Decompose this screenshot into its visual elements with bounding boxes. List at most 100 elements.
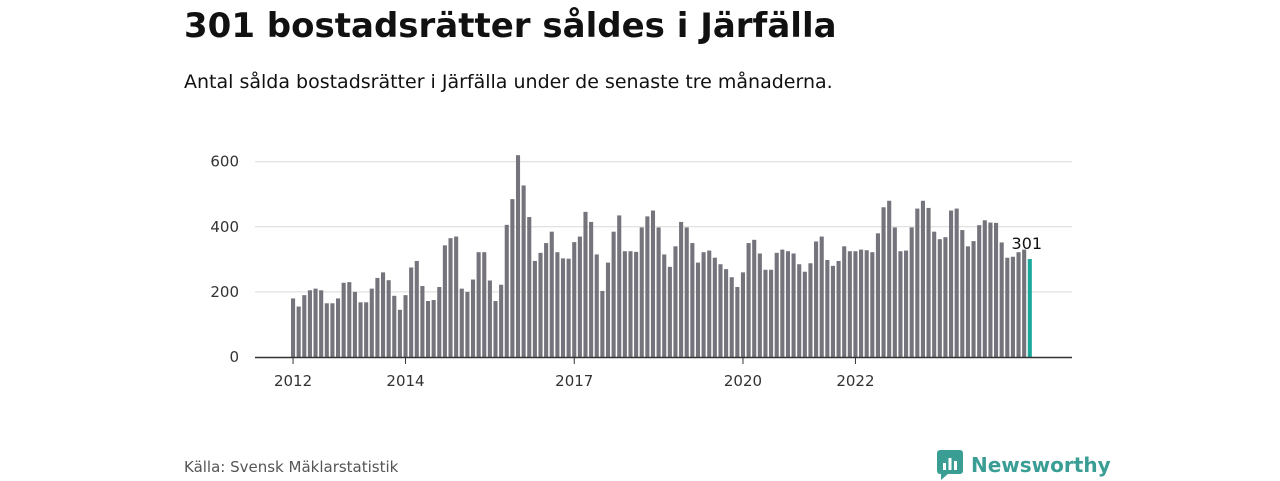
bar	[386, 280, 391, 357]
bar	[527, 217, 532, 357]
bar	[594, 254, 599, 357]
bar	[982, 220, 987, 357]
bar	[707, 250, 712, 357]
bar	[667, 266, 672, 357]
bar	[870, 252, 875, 357]
bars	[291, 155, 1032, 357]
bar	[544, 243, 549, 357]
bar	[611, 231, 616, 357]
bar	[291, 298, 296, 357]
y-tick-label: 600	[210, 153, 239, 171]
bar	[600, 290, 605, 357]
bar	[425, 301, 431, 357]
bar	[392, 295, 397, 357]
bar	[904, 250, 909, 357]
bar	[560, 258, 566, 357]
bar	[493, 301, 498, 357]
bar	[875, 233, 880, 357]
brand-logo[interactable]: Newsworthy	[937, 449, 1111, 481]
bar	[735, 287, 740, 357]
bar	[994, 222, 999, 357]
axes	[255, 356, 1072, 364]
bar	[459, 288, 464, 357]
chart-labels: 0 200 400 600 2012 2014 2017 2020 2022 301	[210, 153, 1042, 390]
bar	[566, 258, 571, 357]
bar	[465, 291, 470, 357]
bar	[639, 227, 644, 357]
bar	[482, 252, 487, 357]
bar	[420, 286, 425, 357]
bar	[785, 251, 791, 357]
bar	[549, 231, 554, 357]
bar	[622, 251, 627, 357]
bar	[296, 306, 301, 357]
bar	[375, 277, 380, 357]
bar	[988, 222, 993, 357]
bar	[814, 241, 819, 357]
bar	[572, 242, 577, 357]
y-tick-label: 400	[210, 218, 239, 236]
bar	[932, 231, 937, 357]
bar	[330, 303, 335, 357]
bar	[335, 298, 341, 357]
bar	[302, 295, 307, 357]
bar	[380, 272, 386, 357]
bar	[802, 271, 807, 357]
bar	[926, 207, 931, 357]
bar	[791, 253, 796, 357]
bar	[341, 282, 346, 357]
bar	[780, 249, 785, 357]
bar	[915, 208, 920, 357]
x-tick-label: 2017	[555, 372, 593, 390]
brand-name: Newsworthy	[971, 453, 1111, 477]
bar	[352, 291, 357, 357]
bar	[774, 252, 779, 357]
bar	[403, 295, 408, 357]
highlight-data-label: 301	[1012, 234, 1043, 253]
chart-title: 301 bostadsrätter såldes i Järfälla	[184, 6, 837, 46]
bar	[307, 290, 312, 357]
chart-subtitle: Antal sålda bostadsrätter i Järfälla und…	[184, 71, 833, 93]
bar	[1010, 256, 1015, 357]
bar	[369, 288, 374, 357]
bar	[448, 238, 453, 357]
bar	[690, 243, 695, 357]
bar	[414, 260, 419, 357]
bar	[757, 253, 762, 357]
bar	[740, 272, 746, 357]
bar	[442, 245, 447, 357]
y-tick-label: 0	[229, 348, 239, 366]
bar	[769, 269, 774, 357]
bar	[521, 185, 526, 357]
bar	[830, 265, 836, 357]
newsworthy-logo-icon	[937, 450, 963, 480]
source-note: Källa: Svensk Mäklarstatistik	[184, 458, 399, 476]
bar	[358, 302, 363, 357]
bar-chart: 0 200 400 600 2012 2014 2017 2020 2022 301	[210, 153, 1072, 390]
bar	[752, 239, 757, 357]
bar	[634, 251, 639, 357]
bar	[892, 227, 897, 357]
bar	[617, 215, 622, 357]
bar	[532, 260, 537, 357]
bar	[409, 267, 414, 357]
bar	[347, 282, 352, 357]
bar	[881, 207, 886, 357]
x-tick-label: 2014	[386, 372, 424, 390]
bar	[662, 254, 667, 357]
bar	[1022, 249, 1027, 357]
bar-highlight	[1027, 259, 1032, 357]
bar	[476, 252, 481, 357]
bar	[724, 269, 729, 357]
bar	[470, 279, 476, 357]
bar	[650, 210, 656, 357]
bar	[515, 155, 521, 357]
bar	[1016, 252, 1021, 357]
bar	[859, 249, 864, 357]
y-tick-label: 200	[210, 283, 239, 301]
bar	[943, 237, 948, 357]
bar	[313, 288, 318, 357]
bar	[319, 290, 324, 357]
bar	[656, 227, 661, 357]
bar	[937, 239, 942, 357]
